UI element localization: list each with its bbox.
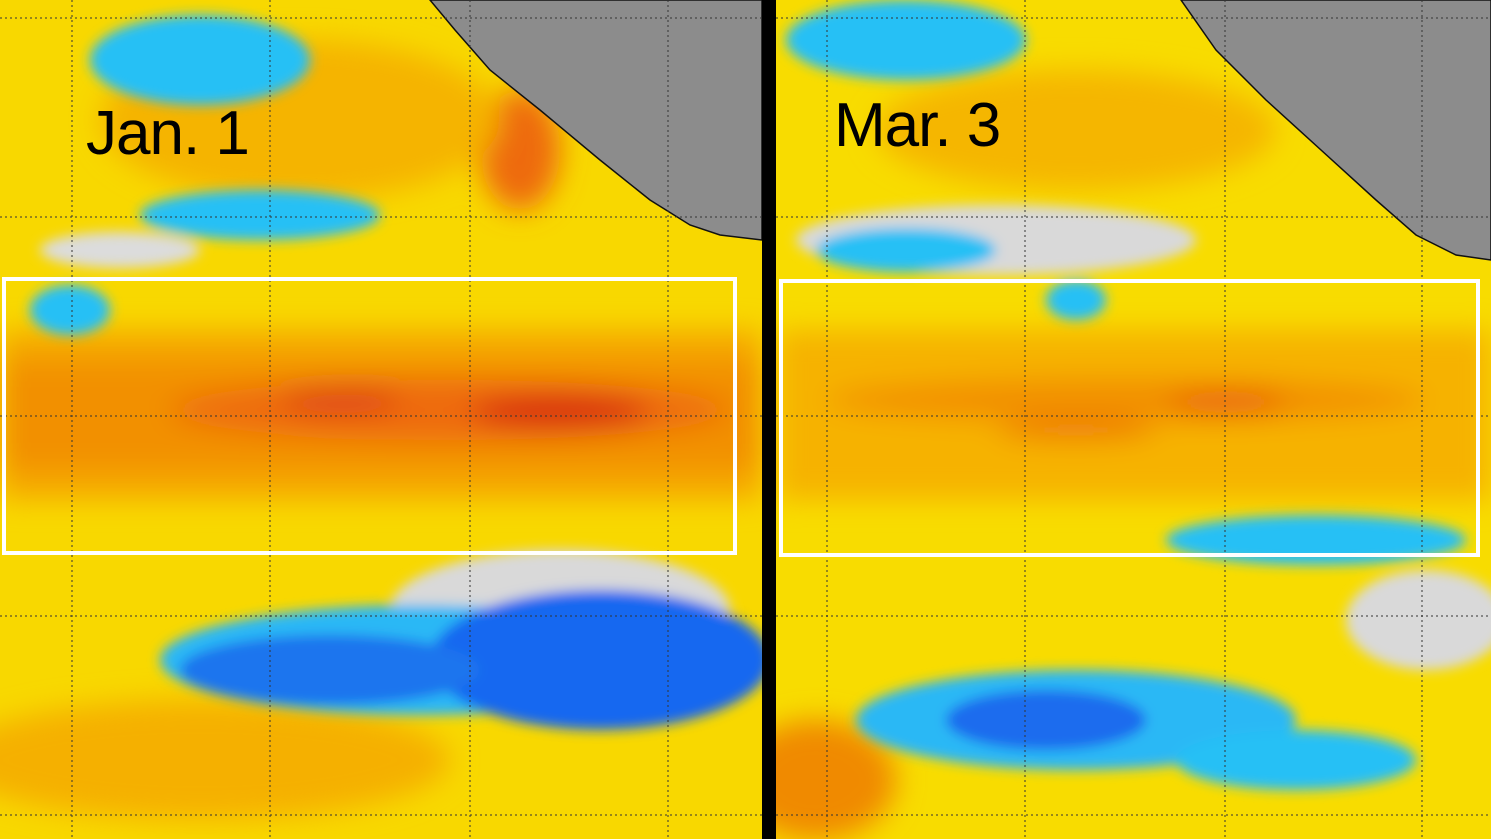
- sst-anomaly-map: [0, 0, 762, 839]
- date-label: Jan. 1: [86, 99, 250, 168]
- highlight-box: [779, 279, 1480, 557]
- sst-map-panel-mar: Mar. 3: [776, 0, 1491, 839]
- sst-map-panel-jan: Jan. 1: [0, 0, 762, 839]
- grid-lines: [0, 0, 762, 839]
- panel-divider: [762, 0, 776, 839]
- sst-anomaly-map: [776, 0, 1491, 839]
- grid-lines: [776, 0, 1491, 839]
- highlight-box: [2, 277, 737, 555]
- date-label: Mar. 3: [834, 91, 1001, 160]
- land-mass: [429, 0, 762, 241]
